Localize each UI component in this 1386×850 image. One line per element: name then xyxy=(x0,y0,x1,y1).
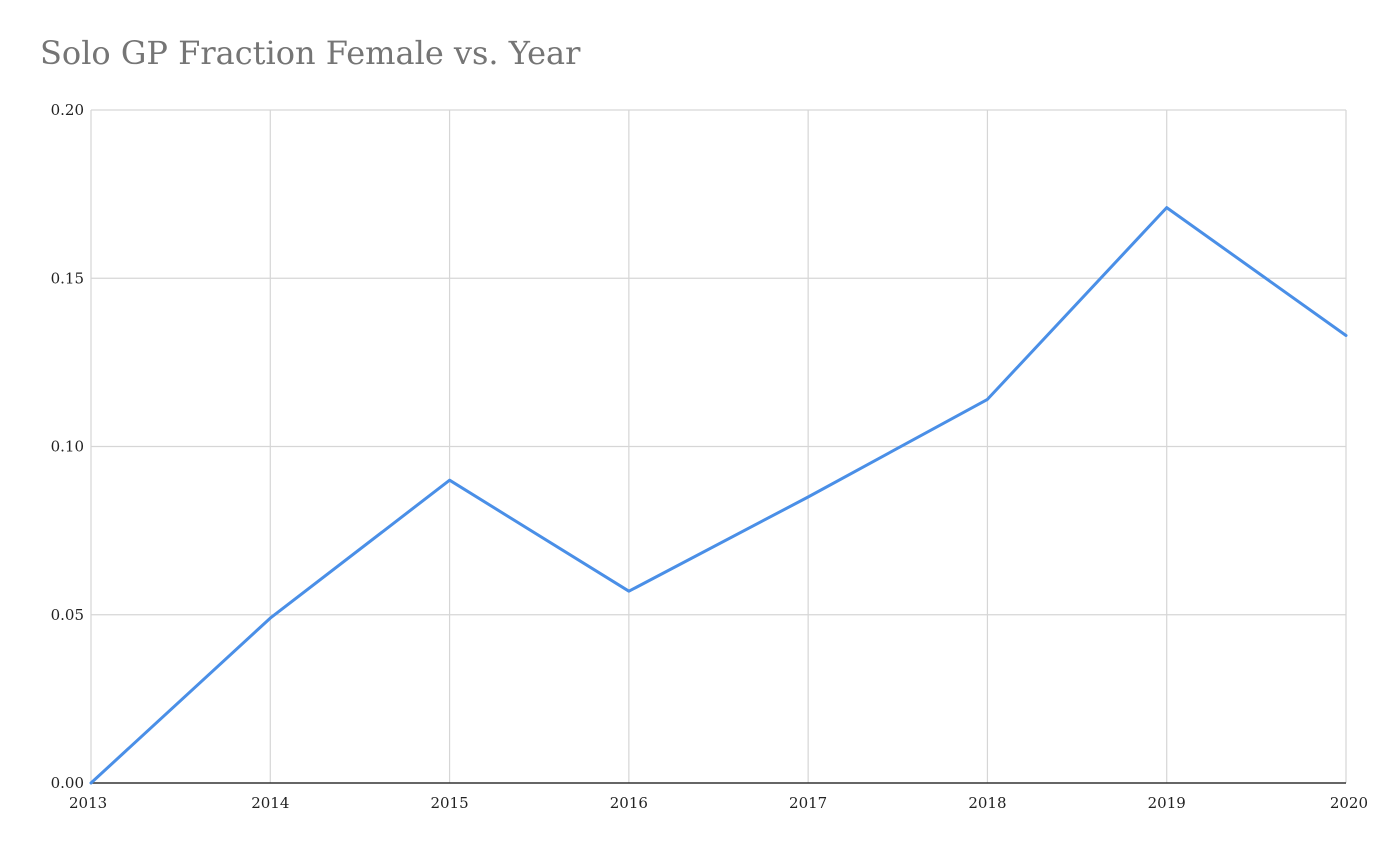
y-tick-labels: 0.00 0.05 0.10 0.15 0.20 xyxy=(51,101,84,792)
chart-title: Solo GP Fraction Female vs. Year xyxy=(40,34,581,72)
x-tick-label: 2015 xyxy=(430,794,468,812)
y-tick-label: 0.20 xyxy=(51,101,84,119)
y-tick-label: 0.00 xyxy=(51,774,84,792)
y-tick-label: 0.10 xyxy=(51,438,84,456)
x-tick-label: 2019 xyxy=(1148,794,1186,812)
grid-lines xyxy=(90,109,1347,783)
series-line xyxy=(89,206,1348,785)
series-group xyxy=(89,206,1348,785)
x-tick-labels: 2013 2014 2015 2016 2017 2018 2019 2020 xyxy=(69,794,1368,812)
y-tick-label: 0.05 xyxy=(51,606,84,624)
x-tick-label: 2020 xyxy=(1330,794,1368,812)
x-tick-label: 2016 xyxy=(610,794,648,812)
y-tick-label: 0.15 xyxy=(51,269,84,287)
x-tick-label: 2013 xyxy=(69,794,107,812)
x-tick-label: 2014 xyxy=(251,794,289,812)
x-tick-label: 2017 xyxy=(789,794,827,812)
x-tick-label: 2018 xyxy=(968,794,1006,812)
